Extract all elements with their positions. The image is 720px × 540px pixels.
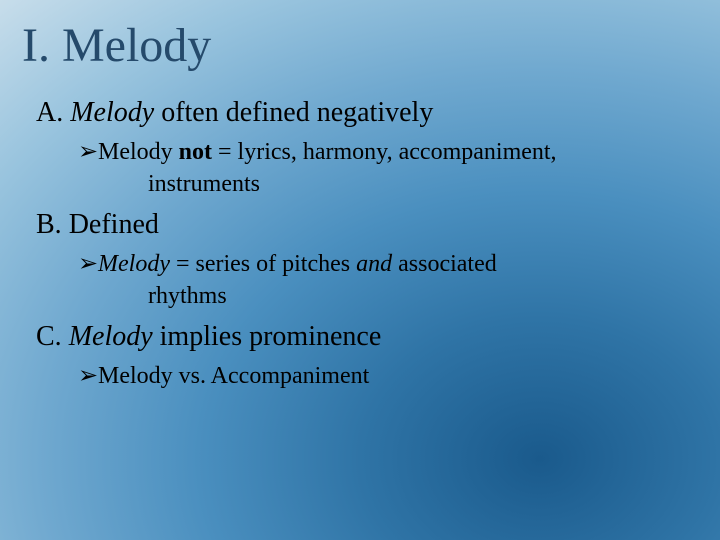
item-a-italic: Melody	[70, 97, 154, 128]
item-b-label: B. Defined	[36, 209, 690, 241]
bullet-a1-cont: instruments	[148, 169, 690, 199]
arrow-icon: ➢	[78, 249, 98, 279]
section-b: B. Defined ➢Melody = series of pitches a…	[22, 209, 690, 311]
bullet-a1-bold: not	[179, 139, 212, 165]
item-a-label: A. Melody often defined negatively	[36, 97, 690, 129]
section-c: C. Melody implies prominence ➢Melody vs.…	[22, 321, 690, 391]
item-c-prefix: C.	[36, 321, 69, 352]
bullet-a1-pre: Melody	[98, 139, 179, 165]
bullet-b1-cont: rhythms	[148, 281, 690, 311]
item-b-prefix: B.	[36, 209, 69, 240]
bullet-c1-text: Melody vs. Accompaniment	[98, 363, 369, 389]
bullet-b1-mid: = series of pitches	[170, 251, 356, 277]
bullet-b1-italic1: Melody	[98, 251, 170, 277]
bullet-b1-italic2: and	[356, 251, 392, 277]
arrow-icon: ➢	[78, 361, 98, 391]
item-a-prefix: A.	[36, 97, 70, 128]
arrow-icon: ➢	[78, 137, 98, 167]
bullet-b1-post2: associated	[392, 251, 497, 277]
bullet-a1: ➢Melody not = lyrics, harmony, accompani…	[78, 137, 690, 199]
slide: I. Melody A. Melody often defined negati…	[0, 0, 720, 540]
item-c-label: C. Melody implies prominence	[36, 321, 690, 353]
section-a: A. Melody often defined negatively ➢Melo…	[22, 97, 690, 199]
slide-title: I. Melody	[22, 18, 690, 73]
item-b-rest: Defined	[69, 209, 159, 240]
item-c-italic: Melody	[69, 321, 153, 352]
item-c-rest: implies prominence	[153, 321, 382, 352]
bullet-b1: ➢Melody = series of pitches and associat…	[78, 249, 690, 311]
bullet-c1: ➢Melody vs. Accompaniment	[78, 361, 690, 391]
bullet-a1-post: = lyrics, harmony, accompaniment,	[212, 139, 557, 165]
item-a-rest: often defined negatively	[154, 97, 433, 128]
